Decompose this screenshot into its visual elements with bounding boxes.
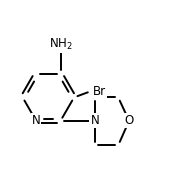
Text: N: N bbox=[90, 114, 99, 127]
Text: Br: Br bbox=[93, 85, 106, 98]
Text: NH$_2$: NH$_2$ bbox=[49, 37, 72, 52]
Text: N: N bbox=[32, 114, 41, 127]
Text: O: O bbox=[124, 114, 134, 127]
